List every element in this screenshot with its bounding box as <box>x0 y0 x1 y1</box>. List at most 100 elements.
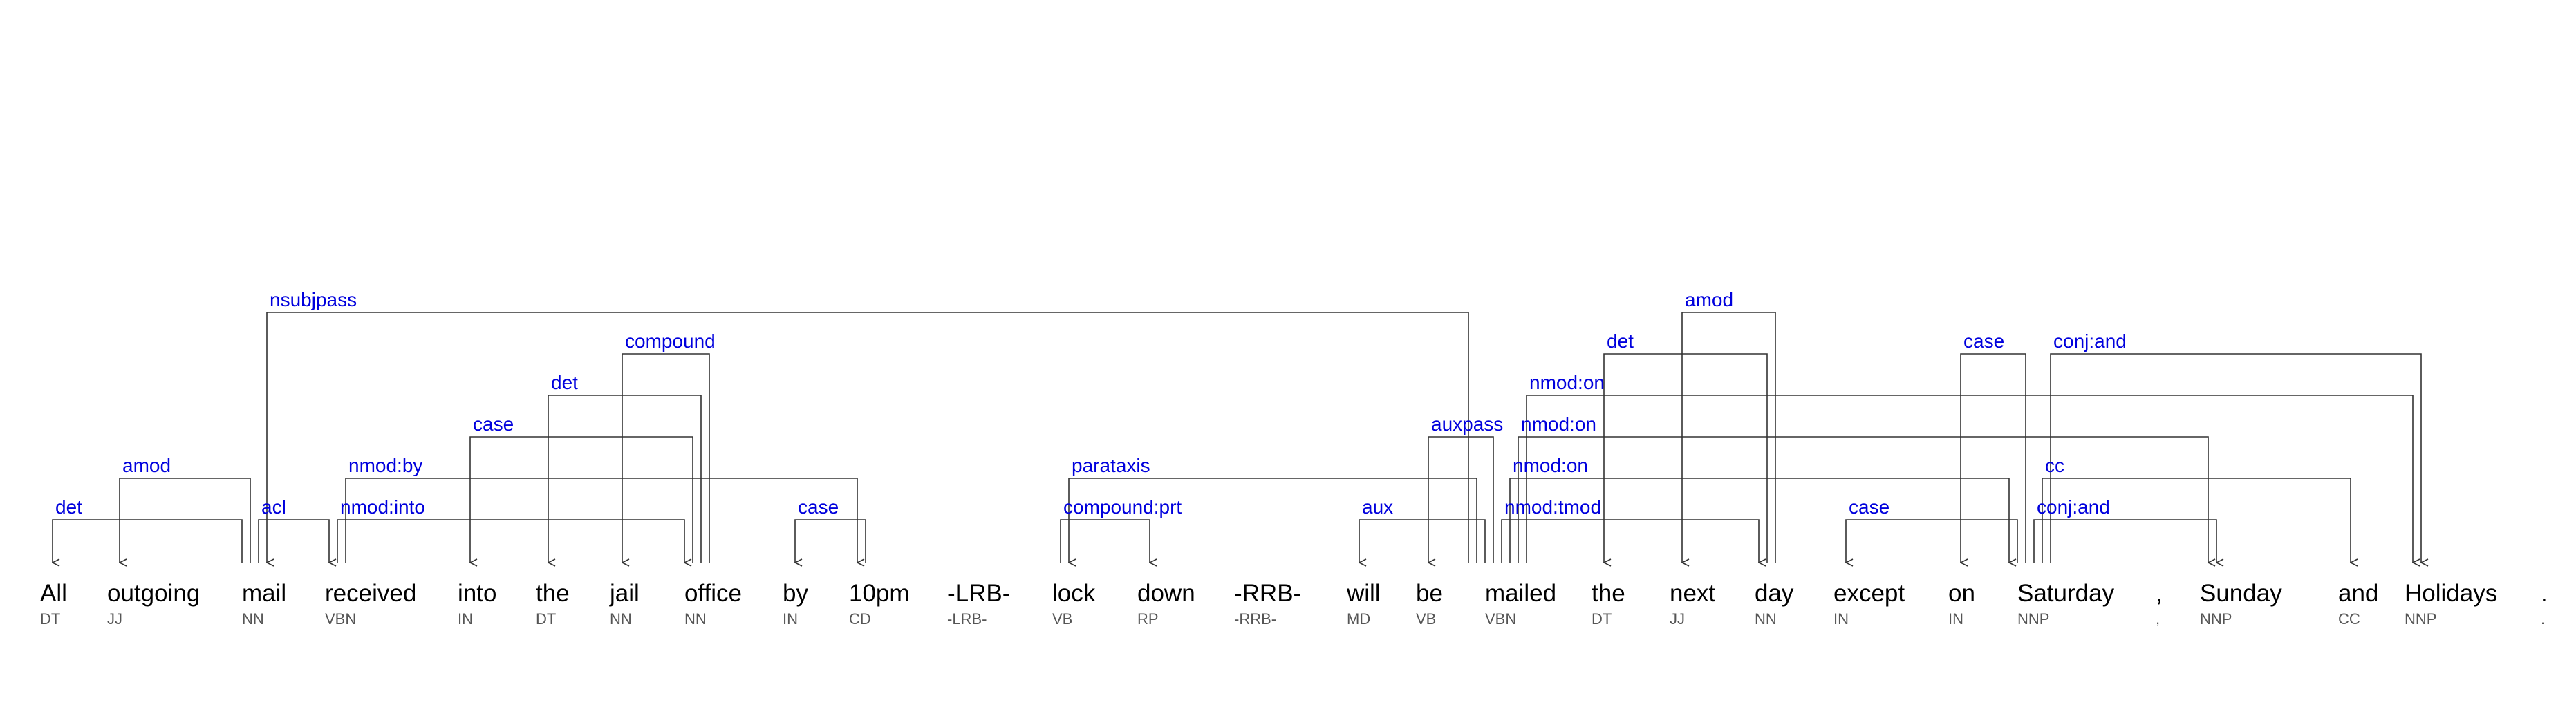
token-pos-tag: VBN <box>325 610 356 628</box>
token-word: -LRB- <box>947 580 1010 607</box>
relation-label: acl <box>261 496 286 518</box>
token-word: by <box>783 580 808 607</box>
dependency-arc <box>1846 519 2018 563</box>
relation-label: parataxis <box>1072 455 1150 476</box>
relation-label: nmod:into <box>340 496 425 518</box>
token-pos-tag: JJ <box>107 610 122 628</box>
dependency-arc <box>53 519 243 563</box>
token-pos-tag: NN <box>242 610 264 628</box>
dependency-arc <box>622 353 710 563</box>
relation-label: case <box>473 413 514 435</box>
token-word: mailed <box>1485 580 1556 607</box>
token-word: lock <box>1052 580 1096 607</box>
token-word: Saturday <box>2017 580 2115 607</box>
relation-label: case <box>1963 330 2004 352</box>
relation-label: amod <box>122 455 171 476</box>
token-pos-tag: NN <box>1755 610 1777 628</box>
relation-label: cc <box>2045 455 2064 476</box>
dependency-arc <box>2050 353 2421 563</box>
relation-label: nmod:on <box>1529 372 1605 393</box>
token-row: All DT outgoing JJ mail NN received VBN into IN th… <box>40 580 2548 628</box>
relation-label: nmod:on <box>1513 455 1588 476</box>
token-word: Sunday <box>2200 580 2282 607</box>
token-pos-tag: NNP <box>2017 610 2049 628</box>
relation-label: auxpass <box>1431 413 1503 435</box>
token-word: 10pm <box>849 580 910 607</box>
dependency-arc <box>1961 353 2026 563</box>
dependency-arc <box>1509 478 2009 563</box>
token-word: Holidays <box>2405 580 2497 607</box>
relation-label: det <box>55 496 82 518</box>
token-word: . <box>2541 580 2548 607</box>
relation-label: case <box>1849 496 1889 518</box>
token-word: -RRB- <box>1234 580 1301 607</box>
token-pos-tag: IN <box>458 610 473 628</box>
dependency-arc <box>1518 436 2208 563</box>
relation-label: det <box>1607 330 1634 352</box>
token-word: day <box>1755 580 1794 607</box>
dependency-arc <box>1682 312 1776 563</box>
token-pos-tag: , <box>2156 610 2160 628</box>
token-pos-tag: NN <box>684 610 707 628</box>
token-pos-tag: . <box>2541 610 2545 628</box>
relation-label: compound:prt <box>1063 496 1182 518</box>
dependency-arc <box>1069 478 1477 563</box>
token-word: , <box>2156 580 2163 607</box>
token-word: and <box>2338 580 2378 607</box>
dependency-arc <box>258 519 329 563</box>
relation-label: compound <box>625 330 716 352</box>
token-word: office <box>684 580 742 607</box>
relation-label: nmod:tmod <box>1504 496 1601 518</box>
dependency-arc <box>1428 436 1494 563</box>
token-pos-tag: IN <box>1833 610 1849 628</box>
token-word: received <box>325 580 416 607</box>
dependency-arc <box>1526 395 2413 563</box>
dependency-arc <box>2042 478 2351 563</box>
dependency-arcs <box>53 312 2421 563</box>
token-word: jail <box>609 580 640 607</box>
token-pos-tag: DT <box>40 610 60 628</box>
token-pos-tag: CD <box>849 610 871 628</box>
relation-label: nmod:on <box>1521 413 1596 435</box>
dependency-arc <box>337 519 684 563</box>
token-pos-tag: RP <box>1137 610 1159 628</box>
relation-label: det <box>551 372 578 393</box>
token-word: the <box>536 580 570 607</box>
token-pos-tag: -LRB- <box>947 610 987 628</box>
relation-label: conj:and <box>2037 496 2110 518</box>
dependency-arc <box>548 395 702 563</box>
token-pos-tag: DT <box>1592 610 1612 628</box>
dependency-arc <box>470 436 693 563</box>
token-pos-tag: CC <box>2338 610 2360 628</box>
dependency-arc <box>1359 519 1486 563</box>
dependency-arc <box>2033 519 2216 563</box>
relation-labels: det amod acl nsubjpass nmod:into nmod:by case d… <box>55 289 2127 518</box>
token-pos-tag: NNP <box>2405 610 2436 628</box>
token-word: except <box>1833 580 1905 607</box>
dependency-arc <box>267 312 1469 563</box>
relation-label: aux <box>1362 496 1393 518</box>
dependency-arc <box>1501 519 1759 563</box>
dependency-arc <box>345 478 857 563</box>
token-pos-tag: IN <box>783 610 798 628</box>
relation-label: nmod:by <box>348 455 422 476</box>
token-word: the <box>1592 580 1625 607</box>
relation-label: case <box>798 496 839 518</box>
relation-label: conj:and <box>2053 330 2127 352</box>
token-pos-tag: DT <box>536 610 556 628</box>
token-word: outgoing <box>107 580 200 607</box>
relation-label: nsubjpass <box>270 289 357 310</box>
token-word: into <box>458 580 496 607</box>
token-word: mail <box>242 580 286 607</box>
dependency-arc <box>1604 353 1768 563</box>
token-word: will <box>1346 580 1381 607</box>
token-word: on <box>1948 580 1975 607</box>
token-pos-tag: -RRB- <box>1234 610 1276 628</box>
dependency-arc <box>120 478 251 563</box>
relation-label: amod <box>1685 289 1733 310</box>
token-pos-tag: NN <box>610 610 632 628</box>
token-pos-tag: VB <box>1416 610 1436 628</box>
token-word: All <box>40 580 67 607</box>
dependency-arc <box>795 519 866 563</box>
